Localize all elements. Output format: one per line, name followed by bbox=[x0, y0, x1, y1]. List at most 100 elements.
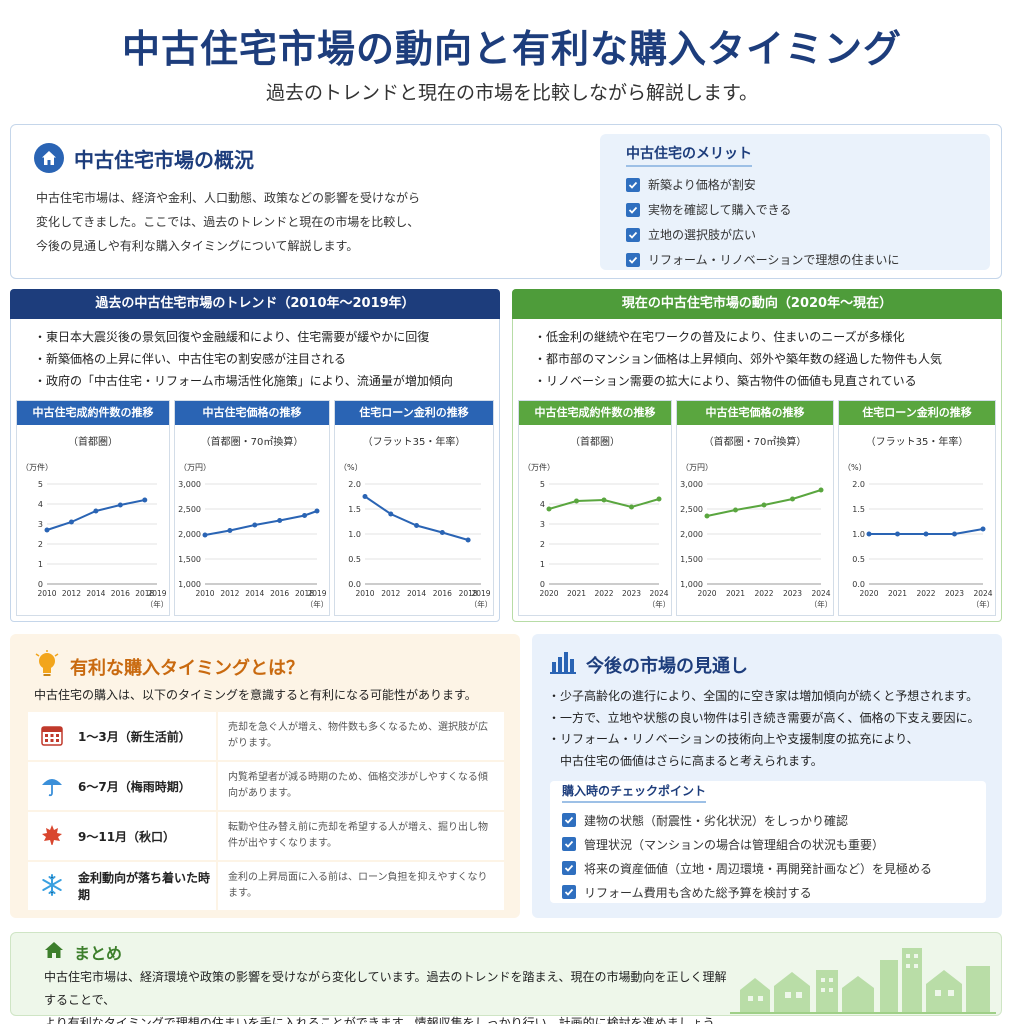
data-point bbox=[895, 531, 900, 537]
summary-text: 中古住宅市場は、経済環境や政策の影響を受けながら変化しています。過去のトレンドを… bbox=[44, 966, 734, 1024]
y-tick-label: 1,500 bbox=[178, 555, 201, 564]
data-point bbox=[704, 513, 710, 519]
line-chart: （万円） 1,000 1,500 2,000 2,500 3,000 2010 2012 201… bbox=[178, 463, 329, 609]
checkpoint-item: リフォーム費用も含めた総予算を検討する bbox=[562, 880, 932, 904]
overview-heading: 中古住宅市場の概況 bbox=[34, 143, 254, 173]
x-axis-unit: （年） bbox=[306, 599, 329, 609]
checkbox-icon bbox=[626, 227, 640, 242]
y-tick-label: 5 bbox=[38, 480, 43, 489]
checkbox-icon bbox=[562, 861, 576, 875]
chart-card: 住宅ローン金利の推移 （フラット35・年率） （%） 0.0 0.5 1.0 1.5 2.… bbox=[334, 400, 494, 616]
maple-leaf-icon bbox=[40, 823, 64, 850]
data-point bbox=[546, 506, 552, 512]
timing-row: 6〜7月（梅雨時期） 内覧希望者が減る時期のため、価格交渉がしやすくなる傾向があ… bbox=[28, 762, 504, 810]
x-tick-label: 2021 bbox=[567, 589, 586, 598]
x-tick-label: 2016 bbox=[433, 589, 452, 598]
data-point bbox=[790, 496, 795, 502]
chart-card: 中古住宅価格の推移 （首都圏・70㎡換算） （万円） 1,000 1,500 2,00… bbox=[174, 400, 330, 616]
summary-heading: まとめ bbox=[44, 940, 122, 964]
axis-unit: （万円） bbox=[179, 463, 211, 472]
y-tick-label: 1.5 bbox=[852, 505, 865, 514]
line-chart: （%） 0.0 0.5 1.0 1.5 2.0 2010 2012 2014 2016 201820… bbox=[339, 463, 492, 609]
timing-desc: 金利の上昇局面に入る前は、ローン負担を抑えやすくなります。 bbox=[218, 862, 504, 910]
outlook-title: 今後の市場の見通し bbox=[586, 655, 748, 677]
y-tick-label: 0.0 bbox=[348, 580, 361, 589]
x-tick-label: 2024 bbox=[811, 589, 830, 598]
data-point bbox=[818, 487, 824, 493]
bullet-item: ・新築価格の上昇に伴い、中古住宅の割安感が注目される bbox=[34, 352, 347, 366]
x-tick-label: 2022 bbox=[754, 589, 773, 598]
x-tick-label: 2012 bbox=[220, 589, 239, 598]
timing-label: 9〜11月（秋口） bbox=[78, 829, 176, 844]
y-tick-label: 1 bbox=[540, 560, 545, 569]
chart-subtitle: （首都圏・70㎡換算） bbox=[200, 437, 304, 448]
x-tick-label: 2010 bbox=[195, 589, 214, 598]
series-line bbox=[204, 510, 318, 536]
data-point bbox=[980, 526, 986, 532]
y-tick-label: 1,000 bbox=[680, 580, 703, 589]
y-tick-label: 2.0 bbox=[852, 480, 865, 489]
chart-subtitle: （首都圏） bbox=[68, 437, 118, 448]
bullet-item: 中古住宅の価値はさらに高まると考えられます。 bbox=[548, 753, 823, 768]
checkbox-icon bbox=[562, 837, 576, 851]
x-axis-unit: （年） bbox=[810, 599, 833, 609]
x-tick-label: 2019 bbox=[471, 589, 490, 598]
merits-list: 新築より価格が割安 実物を確認して購入できる 立地の選択肢が広い リフォーム・リ… bbox=[626, 172, 899, 272]
x-axis-unit: （年） bbox=[146, 599, 169, 609]
x-tick-label: 2020 bbox=[859, 589, 878, 598]
chart-card: 中古住宅価格の推移 （首都圏・70㎡換算） （万円） 1,000 1,500 2,00… bbox=[676, 400, 834, 616]
bullet-item: ・低金利の継続や在宅ワークの普及により、住まいのニーズが多様化 bbox=[534, 330, 905, 344]
chart-title: 中古住宅価格の推移 bbox=[677, 401, 833, 425]
y-tick-label: 2 bbox=[540, 540, 545, 549]
checkbox-icon bbox=[562, 813, 576, 827]
page-title: 中古住宅市場の動向と有利な購入タイミング bbox=[121, 27, 902, 71]
data-point bbox=[302, 513, 308, 518]
page-subtitle: 過去のトレンドと現在の市場を比較しながら解説します。 bbox=[265, 82, 759, 104]
y-tick-label: 1.5 bbox=[348, 505, 361, 514]
y-tick-label: 4 bbox=[540, 500, 545, 509]
past-bullets: ・東日本大震災後の景気回復や金融緩和により、住宅需要が緩やかに回復 ・新築価格の… bbox=[34, 326, 453, 392]
data-point bbox=[227, 528, 233, 533]
data-point bbox=[414, 523, 420, 528]
x-tick-label: 2014 bbox=[407, 589, 426, 598]
x-tick-label: 2010 bbox=[355, 589, 374, 598]
checkpoint-item: 将来の資産価値（立地・周辺環境・再開発計画など）を見極める bbox=[562, 856, 932, 880]
data-point bbox=[252, 522, 258, 528]
axis-unit: （%） bbox=[843, 463, 867, 472]
data-point bbox=[314, 508, 320, 514]
x-tick-label: 2016 bbox=[111, 589, 130, 598]
timing-heading: 有利な購入タイミングとは？ bbox=[34, 650, 304, 683]
data-point bbox=[142, 497, 148, 503]
outlook-text: ・少子高齢化の進行により、全国的に空き家は増加傾向が続くと予想されます。 ・一方… bbox=[548, 686, 988, 772]
checkpoint-item: 建物の状態（耐震性・劣化状況）をしっかり確認 bbox=[562, 808, 932, 832]
series-line bbox=[364, 495, 469, 541]
y-tick-label: 1 bbox=[38, 560, 43, 569]
x-tick-label: 2022 bbox=[594, 589, 613, 598]
data-point bbox=[574, 498, 579, 504]
axis-unit: （万件） bbox=[523, 462, 555, 472]
chart-title: 中古住宅成約件数の推移 bbox=[17, 401, 169, 425]
overview-line: 変化してきました。ここでは、過去のトレンドと現在の市場を比較し、 bbox=[36, 215, 420, 229]
y-tick-label: 2,500 bbox=[178, 505, 201, 514]
y-tick-label: 5 bbox=[540, 480, 545, 489]
summary-title: まとめ bbox=[74, 944, 123, 963]
y-tick-label: 3,000 bbox=[178, 480, 201, 489]
x-tick-label: 2021 bbox=[726, 589, 745, 598]
bullet-item: ・都市部のマンション価格は上昇傾向、郊外や築年数の経過した物件も人気 bbox=[534, 352, 943, 366]
present-bullets: ・低金利の継続や在宅ワークの普及により、住まいのニーズが多様化 ・都市部のマンシ… bbox=[534, 326, 942, 392]
house-icon bbox=[44, 941, 64, 963]
overview-title: 中古住宅市場の概況 bbox=[74, 147, 254, 172]
axis-unit: （万件） bbox=[21, 462, 53, 472]
y-tick-label: 2 bbox=[38, 540, 43, 549]
data-point bbox=[733, 507, 738, 513]
snowflake-icon bbox=[40, 873, 64, 900]
data-point bbox=[601, 497, 607, 503]
y-tick-label: 2,500 bbox=[680, 505, 703, 514]
x-tick-label: 2018 bbox=[295, 589, 314, 598]
chart-title: 住宅ローン金利の推移 bbox=[839, 401, 995, 425]
calendar-icon bbox=[40, 723, 64, 750]
merit-item: リフォーム・リノベーションで理想の住まいに bbox=[626, 247, 899, 272]
outlook-heading: 今後の市場の見通し bbox=[550, 650, 748, 679]
chart-title: 住宅ローン金利の推移 bbox=[335, 401, 493, 425]
checkpoints-title: 購入時のチェックポイント bbox=[562, 782, 707, 803]
